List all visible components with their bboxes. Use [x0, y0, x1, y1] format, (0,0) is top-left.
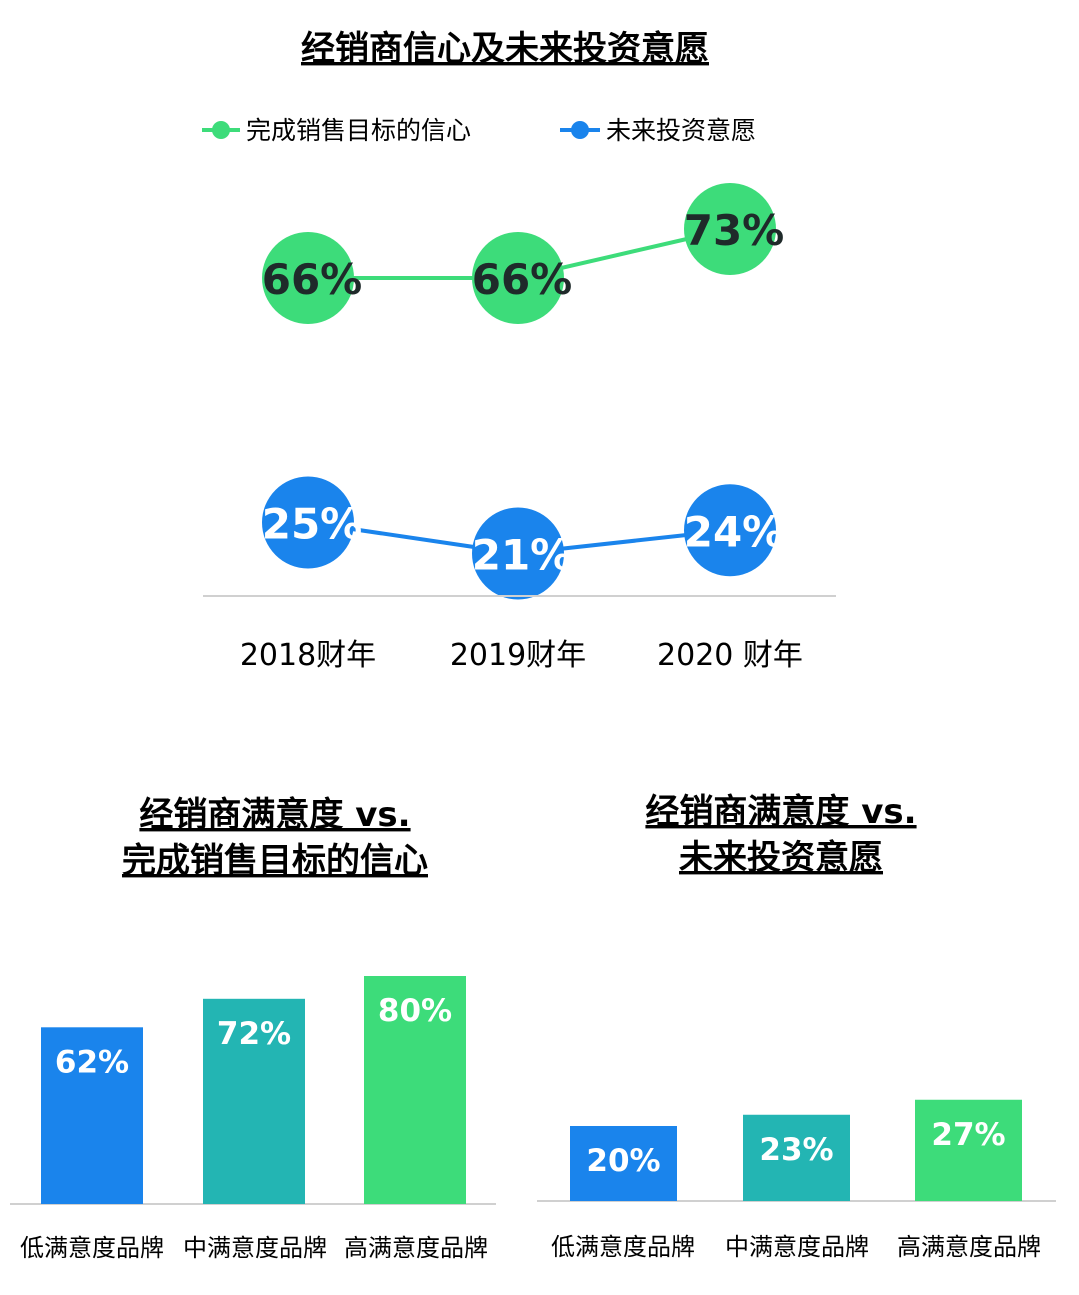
- line-chart-x-ticks: 2018财年 2019财年 2020 财年: [240, 638, 803, 673]
- line-chart-title: 经销商信心及未来投资意愿: [301, 29, 709, 69]
- bar-chart-2-title-line-1: 经销商满意度 vs.: [645, 792, 916, 832]
- bar-chart-2-title-line-2: 未来投资意愿: [679, 838, 883, 878]
- bar-category-label: 中满意度品牌: [725, 1233, 869, 1261]
- series-2-point: [684, 484, 776, 577]
- x-tick-label: 2019财年: [450, 638, 586, 673]
- series-2-data-label: 21%: [472, 531, 573, 580]
- bar: [915, 1099, 1022, 1201]
- bar-data-label: 20%: [586, 1143, 660, 1179]
- bar-chart-2-plot: 20% 低满意度品牌 23% 中满意度品牌 27% 高满意度品牌: [537, 1099, 1056, 1261]
- bar: [41, 1027, 143, 1204]
- bar-data-label: 23%: [759, 1132, 833, 1168]
- bar-data-label: 72%: [217, 1016, 291, 1052]
- line-chart-legend: 完成销售目标的信心 未来投资意愿: [202, 116, 756, 145]
- x-tick-label: 2020 财年: [657, 638, 803, 673]
- x-tick-label: 2018财年: [240, 638, 376, 673]
- series-2-data-label: 25%: [262, 500, 363, 549]
- series-1-data-label: 73%: [684, 206, 785, 255]
- bar-category-label: 低满意度品牌: [20, 1234, 164, 1262]
- legend-green-marker: [212, 121, 230, 139]
- bar-category-label: 低满意度品牌: [551, 1233, 695, 1261]
- bar-data-label: 27%: [931, 1117, 1005, 1153]
- bar-category-label: 中满意度品牌: [183, 1234, 327, 1262]
- bar-category-label: 高满意度品牌: [897, 1233, 1041, 1261]
- series-1-point: [472, 232, 564, 324]
- series-2-data-label: 24%: [684, 507, 785, 556]
- series-1-data-label: 66%: [472, 255, 573, 304]
- bar: [743, 1114, 850, 1201]
- bar-chart-1-plot: 62% 低满意度品牌 72% 中满意度品牌 80% 高满意度品牌: [10, 976, 496, 1262]
- bar: [364, 976, 466, 1204]
- series-1-point: [684, 183, 776, 275]
- series-1-point: [262, 232, 354, 324]
- legend-series-1-label: 完成销售目标的信心: [246, 116, 471, 145]
- bar: [570, 1126, 677, 1201]
- bar-chart-1-title-line-2: 完成销售目标的信心: [122, 841, 428, 881]
- bar-data-label: 62%: [55, 1044, 129, 1080]
- series-1-data-label: 66%: [262, 255, 363, 304]
- series-2-point: [472, 507, 564, 600]
- bar: [203, 998, 305, 1204]
- legend-series-2-label: 未来投资意愿: [606, 116, 756, 145]
- bar-data-label: 80%: [378, 993, 452, 1029]
- legend-blue-marker: [571, 121, 589, 139]
- line-chart-plot: 66% 66% 73% 25% 21% 24%: [262, 183, 785, 600]
- series-2-point: [262, 476, 354, 569]
- bar-chart-1-title-line-1: 经销商满意度 vs.: [139, 795, 410, 835]
- bar-category-label: 高满意度品牌: [344, 1234, 488, 1262]
